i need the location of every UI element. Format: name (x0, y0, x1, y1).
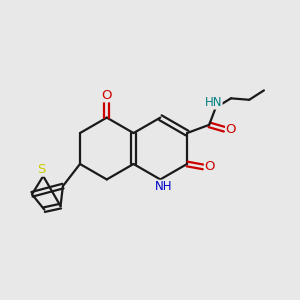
Text: O: O (101, 89, 112, 102)
Text: NH: NH (154, 180, 172, 193)
Text: S: S (37, 163, 45, 176)
Text: O: O (226, 123, 236, 136)
Text: O: O (205, 160, 215, 173)
Text: HN: HN (205, 96, 222, 109)
